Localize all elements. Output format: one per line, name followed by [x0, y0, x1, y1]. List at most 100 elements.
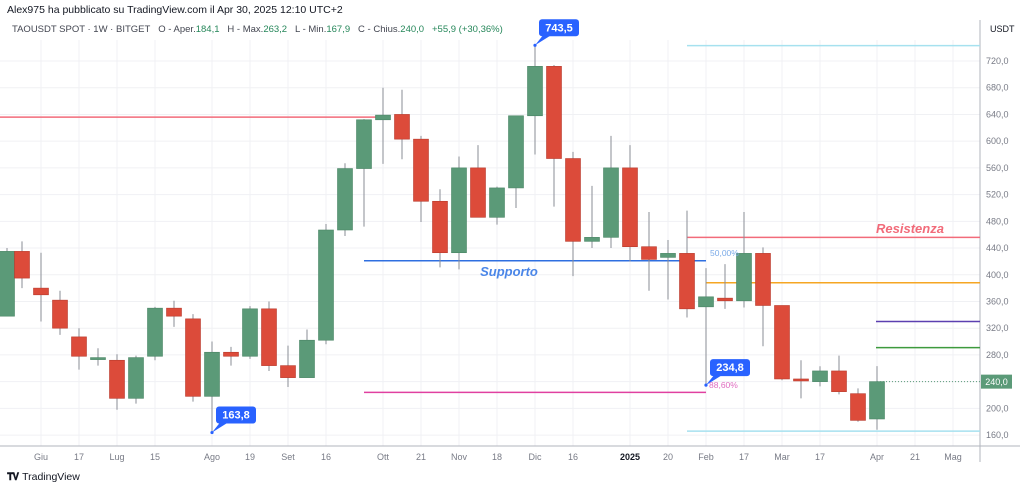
bullish-candle[interactable] — [527, 45, 543, 155]
bullish-candle[interactable] — [375, 87, 391, 164]
time-tick: Nov — [451, 452, 468, 462]
bullish-candle[interactable] — [337, 163, 353, 237]
last-price-badge: 240,0 — [877, 374, 1012, 389]
grid — [0, 40, 980, 446]
bearish-candle[interactable] — [280, 345, 296, 387]
time-tick: Set — [281, 452, 295, 462]
time-tick: Ago — [204, 452, 220, 462]
bullish-candle[interactable] — [489, 186, 505, 225]
time-tick: 19 — [245, 452, 255, 462]
bullish-candle[interactable] — [812, 366, 828, 387]
currency-label: USDT — [990, 24, 1015, 34]
bearish-candle[interactable] — [774, 305, 790, 381]
bullish-candle[interactable] — [356, 119, 372, 227]
bullish-candle[interactable] — [869, 366, 885, 430]
bearish-candle[interactable] — [432, 189, 448, 268]
price-axis[interactable]: 720,0 680,0 640,0 600,0 560,0 520,0 480,0 440,0… — [986, 56, 1009, 440]
bearish-candle[interactable] — [850, 388, 866, 422]
bullish-candle[interactable] — [242, 306, 258, 359]
brand-name: TradingView — [22, 471, 80, 483]
price-tick: 160,0 — [986, 430, 1009, 440]
bullish-candle[interactable] — [318, 223, 334, 345]
bearish-candle[interactable] — [33, 252, 49, 322]
bearish-candle[interactable] — [223, 346, 239, 366]
bullish-candle[interactable] — [508, 115, 524, 208]
time-tick: 20 — [663, 452, 673, 462]
open-label: O - Aper. — [158, 24, 196, 35]
bearish-candle[interactable] — [793, 360, 809, 399]
time-tick: 16 — [568, 452, 578, 462]
bearish-candle[interactable] — [831, 355, 847, 395]
bearish-candle[interactable] — [717, 264, 733, 309]
low-label: L - Min. — [295, 24, 327, 35]
bullish-candle[interactable] — [204, 341, 220, 433]
bullish-candle[interactable] — [660, 240, 676, 300]
high-value: 263,2 — [263, 24, 288, 35]
bullish-candle[interactable] — [147, 306, 163, 361]
bearish-candle[interactable] — [546, 65, 562, 207]
bearish-candle[interactable] — [71, 328, 87, 370]
time-tick: 2025 — [620, 452, 640, 462]
bearish-candle[interactable] — [755, 247, 771, 347]
price-tick: 520,0 — [986, 190, 1009, 200]
bearish-candle[interactable] — [470, 145, 486, 218]
price-callout[interactable]: 163,8 — [210, 406, 256, 435]
tradingview-logo-icon: 𝐓𝐕 — [7, 471, 19, 483]
svg-text:240,0: 240,0 — [985, 377, 1008, 387]
bullish-candle[interactable] — [299, 329, 315, 378]
price-tick: 560,0 — [986, 163, 1009, 173]
candles — [0, 45, 885, 433]
bullish-candle[interactable] — [584, 185, 600, 249]
price-tick: 440,0 — [986, 243, 1009, 253]
time-tick: Lug — [109, 452, 124, 462]
time-tick: Apr — [870, 452, 884, 462]
time-tick: Mag — [944, 452, 962, 462]
bearish-candle[interactable] — [14, 241, 30, 289]
price-callout[interactable]: 234,8 — [704, 359, 750, 387]
bullish-candle[interactable] — [736, 211, 752, 308]
low-value: 167,9 — [326, 24, 351, 35]
time-tick: 21 — [416, 452, 426, 462]
time-axis[interactable]: Giu 17 Lug 15 Ago 19 Set 16 Ott 21 Nov 18 Dic 16 2025 2… — [34, 452, 962, 462]
bearish-candle[interactable] — [565, 151, 581, 277]
publisher-line: Alex975 ha pubblicato su TradingView.com… — [7, 4, 343, 16]
price-tick: 360,0 — [986, 296, 1009, 306]
bearish-candle[interactable] — [109, 354, 125, 410]
bearish-candle[interactable] — [261, 301, 277, 371]
bullish-candle[interactable] — [128, 355, 144, 404]
bullish-candle[interactable] — [451, 156, 467, 270]
bullish-candle[interactable] — [90, 348, 106, 366]
svg-text:163,8: 163,8 — [222, 410, 250, 422]
time-tick: Ott — [377, 452, 390, 462]
time-tick: 15 — [150, 452, 160, 462]
tradingview-brand[interactable]: 𝐓𝐕 TradingView — [7, 471, 80, 483]
time-tick: 16 — [321, 452, 331, 462]
price-tick: 720,0 — [986, 56, 1009, 66]
bullish-candle[interactable] — [698, 268, 714, 386]
time-tick: Dic — [529, 452, 542, 462]
symbol-label[interactable]: TAOUSDT SPOT · 1W · BITGET — [12, 24, 151, 35]
close-label: C - Chius. — [358, 24, 401, 35]
bullish-candle[interactable] — [603, 135, 619, 249]
bearish-candle[interactable] — [622, 145, 638, 262]
time-tick: Mar — [774, 452, 790, 462]
time-tick: 18 — [492, 452, 502, 462]
bearish-candle[interactable] — [413, 135, 429, 222]
bearish-candle[interactable] — [185, 314, 201, 402]
time-tick: Giu — [34, 452, 48, 462]
88-60--label: 88,60% — [709, 380, 738, 390]
open-value: 184,1 — [195, 24, 220, 35]
close-value: 240,0 — [400, 24, 425, 35]
price-tick: 400,0 — [986, 270, 1009, 280]
price-callout[interactable]: 743,5 — [533, 19, 579, 47]
bearish-candle[interactable] — [641, 211, 657, 291]
supporto-label: Supporto — [480, 264, 538, 279]
resistenza-label: Resistenza — [876, 221, 944, 236]
bearish-candle[interactable] — [52, 290, 68, 335]
bearish-candle[interactable] — [166, 300, 182, 327]
bullish-candle[interactable] — [0, 248, 15, 317]
bearish-candle[interactable] — [679, 210, 695, 318]
bearish-candle[interactable] — [394, 89, 410, 160]
price-tick: 280,0 — [986, 350, 1009, 360]
